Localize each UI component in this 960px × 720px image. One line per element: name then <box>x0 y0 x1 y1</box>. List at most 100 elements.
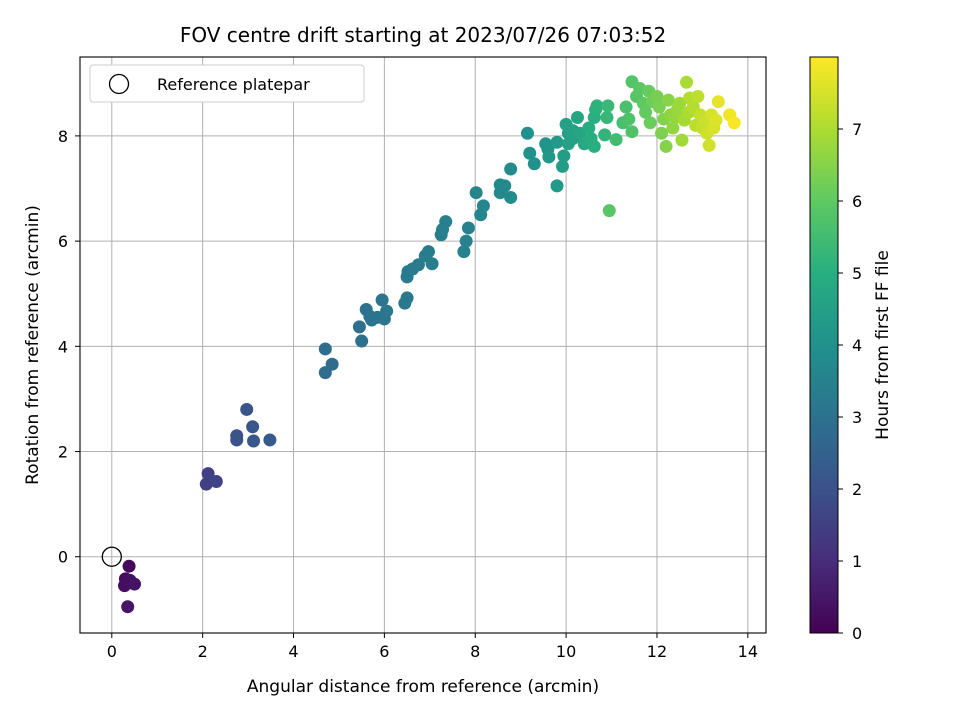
colorbar-tick-label: 1 <box>852 552 862 571</box>
colorbar-gradient <box>809 56 839 634</box>
data-point <box>602 204 616 218</box>
x-tick-label: 8 <box>470 642 480 661</box>
data-point <box>121 600 135 614</box>
data-point <box>609 133 623 147</box>
x-tick-label: 6 <box>379 642 389 661</box>
data-point <box>650 89 664 103</box>
colorbar-ticks: 0 1 2 3 4 5 6 7 <box>838 120 862 643</box>
data-point <box>459 234 473 248</box>
data-point <box>498 179 512 193</box>
data-point <box>666 121 680 135</box>
y-tick-label: 2 <box>58 443 68 462</box>
x-tick-label: 14 <box>738 642 758 661</box>
data-point <box>263 433 277 447</box>
legend-box <box>89 64 365 103</box>
data-point <box>570 110 584 124</box>
data-point <box>400 291 414 305</box>
data-points <box>118 75 741 614</box>
colorbar-tick-label: 6 <box>852 192 862 211</box>
legend: Reference platepar <box>89 64 365 103</box>
data-point <box>246 420 260 434</box>
data-point <box>590 99 604 113</box>
data-point <box>675 133 689 147</box>
data-point <box>504 162 518 176</box>
data-point <box>375 293 389 307</box>
plot-frame <box>79 56 767 634</box>
colorbar-tick-label: 4 <box>852 336 862 355</box>
x-tick-label: 4 <box>288 642 298 661</box>
data-point <box>439 215 453 229</box>
data-point <box>122 559 136 573</box>
data-point <box>318 342 332 356</box>
colorbar: 0 1 2 3 4 5 6 7 Hours from first FF file <box>809 56 893 643</box>
data-point <box>691 89 705 103</box>
data-point <box>587 139 601 153</box>
data-point <box>655 126 669 140</box>
data-point <box>727 116 741 130</box>
colorbar-tick-label: 2 <box>852 480 862 499</box>
data-point <box>622 112 636 126</box>
data-point <box>679 75 693 89</box>
x-tick-label: 2 <box>198 642 208 661</box>
data-point <box>355 334 369 348</box>
y-axis-ticks: 0 2 4 6 8 <box>58 127 80 567</box>
data-point <box>673 96 687 110</box>
y-tick-label: 0 <box>58 548 68 567</box>
colorbar-tick-label: 0 <box>852 624 862 643</box>
chart-title: FOV centre drift starting at 2023/07/26 … <box>180 23 666 47</box>
data-point <box>652 100 666 114</box>
colorbar-tick-label: 3 <box>852 408 862 427</box>
y-tick-label: 4 <box>58 337 68 356</box>
y-tick-label: 6 <box>58 232 68 251</box>
data-point <box>469 186 483 200</box>
data-point <box>209 475 223 489</box>
data-point <box>550 135 564 149</box>
data-point <box>520 126 534 140</box>
data-point <box>476 199 490 213</box>
data-point <box>709 113 723 127</box>
data-point <box>457 245 471 259</box>
data-point <box>661 93 675 107</box>
data-point <box>555 159 569 173</box>
data-point <box>527 157 541 171</box>
colorbar-label: Hours from first FF file <box>873 250 893 440</box>
data-point <box>711 95 725 109</box>
data-point <box>504 190 518 204</box>
data-point <box>702 138 716 152</box>
reference-platepar-marker <box>101 546 122 567</box>
data-point <box>542 150 556 164</box>
x-axis-ticks: 0 2 4 6 8 10 12 14 <box>107 633 758 661</box>
x-tick-label: 12 <box>647 642 667 661</box>
data-point <box>352 320 366 334</box>
data-point <box>421 245 435 259</box>
data-point <box>201 467 215 481</box>
data-point <box>550 179 564 193</box>
data-point <box>639 105 653 119</box>
data-point <box>598 128 612 142</box>
data-point <box>523 146 537 160</box>
data-point <box>240 402 254 416</box>
data-point <box>230 433 244 447</box>
data-point <box>411 258 425 272</box>
colorbar-tick-label: 5 <box>852 264 862 283</box>
data-point <box>557 149 571 163</box>
x-axis-label: Angular distance from reference (arcmin) <box>247 677 599 697</box>
data-point <box>601 99 615 113</box>
data-point <box>582 121 596 135</box>
x-tick-label: 0 <box>107 642 117 661</box>
y-tick-label: 8 <box>58 127 68 146</box>
data-point <box>619 100 633 114</box>
data-point <box>600 110 614 124</box>
legend-reference-marker <box>108 73 130 95</box>
legend-entry-reference-platepar: Reference platepar <box>157 75 310 94</box>
y-axis-label: Rotation from reference (arcmin) <box>23 205 43 485</box>
data-point <box>643 116 657 130</box>
data-point <box>659 139 673 153</box>
data-point <box>425 257 439 271</box>
data-point <box>247 434 261 448</box>
data-point <box>199 477 213 491</box>
x-tick-label: 10 <box>556 642 576 661</box>
data-point <box>128 577 142 591</box>
colorbar-tick-label: 7 <box>852 120 862 139</box>
